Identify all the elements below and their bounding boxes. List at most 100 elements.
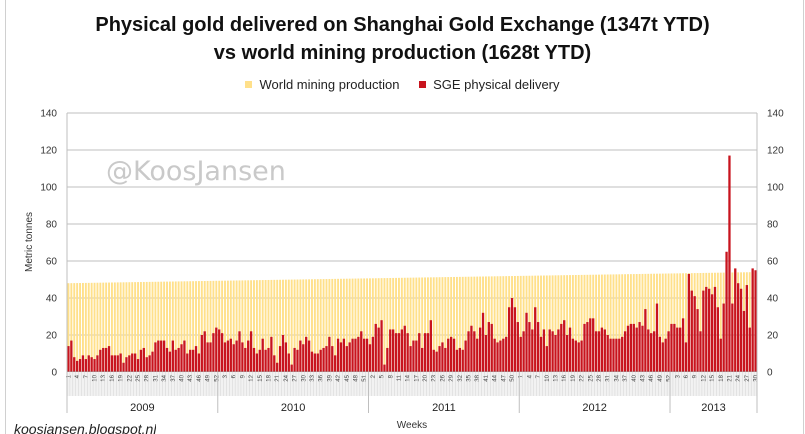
x-year-label: 2012: [582, 402, 606, 414]
bar-world-mining: [383, 278, 386, 372]
bar-world-mining: [473, 276, 476, 372]
bar-world-mining: [612, 274, 615, 372]
bar-sge-delivery: [420, 347, 424, 372]
bar-sge-delivery: [67, 346, 70, 372]
bar-sge-delivery: [310, 351, 314, 372]
bar-sge-delivery: [189, 349, 192, 372]
bar-sge-delivery: [510, 298, 514, 372]
bar-world-mining: [221, 280, 224, 372]
bar-world-mining: [566, 275, 569, 372]
bar-sge-delivery: [351, 338, 354, 372]
bar-sge-delivery: [299, 340, 302, 372]
bar-sge-delivery: [122, 362, 125, 372]
chart-title-line1: Physical gold delivered on Shanghai Gold…: [95, 14, 710, 36]
bar-world-mining: [542, 275, 545, 372]
bar-world-mining: [679, 273, 682, 372]
x-week-label: 40: [632, 374, 638, 381]
bar-sge-delivery: [261, 338, 264, 372]
x-week-label: 38: [475, 374, 481, 381]
bar-sge-delivery: [647, 329, 650, 372]
bar-sge-delivery: [554, 335, 557, 372]
bar-world-mining: [96, 282, 99, 372]
bar-sge-delivery: [302, 344, 305, 372]
bar-sge-delivery: [255, 353, 259, 372]
bar-sge-delivery: [87, 355, 90, 372]
bar-sge-delivery: [441, 342, 444, 372]
y-tick-label-left: 80: [46, 220, 58, 231]
bar-sge-delivery: [276, 362, 279, 372]
bar-world-mining: [235, 280, 238, 372]
bar-world-mining: [409, 277, 412, 372]
bar-world-mining: [337, 278, 340, 372]
bar-world-mining: [142, 281, 145, 372]
bar-world-mining: [273, 279, 276, 372]
bar-world-mining: [392, 277, 395, 372]
bar-sge-delivery: [626, 325, 630, 372]
bar-world-mining: [505, 276, 508, 372]
bar-world-mining: [267, 279, 270, 372]
bar-sge-delivery: [235, 340, 238, 372]
x-week-label: 43: [640, 374, 646, 381]
bar-sge-delivery: [426, 333, 430, 372]
bar-sge-delivery: [305, 336, 308, 372]
bar-sge-delivery: [247, 340, 250, 372]
bar-world-mining: [258, 280, 261, 372]
bar-world-mining: [137, 282, 139, 372]
bar-sge-delivery: [429, 320, 432, 372]
bar-sge-delivery: [154, 342, 157, 372]
bar-sge-delivery: [754, 270, 757, 372]
bar-sge-delivery: [455, 349, 459, 372]
bar-sge-delivery: [203, 331, 206, 372]
bar-sge-delivery: [673, 323, 676, 372]
bar-sge-delivery: [215, 327, 218, 372]
bar-sge-delivery: [331, 346, 334, 372]
bar-sge-delivery: [687, 273, 691, 372]
bar-sge-delivery: [238, 331, 241, 372]
bar-world-mining: [458, 276, 461, 372]
x-week-label: 11: [397, 374, 403, 381]
bar-sge-delivery: [458, 347, 461, 372]
bar-world-mining: [253, 280, 255, 372]
x-week-label: 7: [84, 374, 90, 378]
bar-world-mining: [351, 278, 354, 372]
bar-world-mining: [603, 274, 606, 372]
bar-world-mining: [395, 277, 398, 372]
x-week-label: 2: [371, 374, 377, 378]
bar-world-mining: [134, 282, 137, 372]
x-week-label: 31: [153, 374, 159, 381]
bar-sge-delivery: [174, 349, 177, 372]
bar-world-mining: [264, 280, 267, 372]
bar-world-mining: [464, 276, 467, 372]
bar-sge-delivery: [197, 353, 201, 372]
bar-world-mining: [357, 278, 360, 372]
x-week-label: 41: [484, 374, 490, 381]
bar-sge-delivery: [658, 336, 662, 372]
bar-world-mining: [673, 273, 676, 372]
x-week-label: 32: [458, 374, 464, 381]
x-week-label: 47: [501, 374, 507, 381]
x-week-label: 40: [180, 374, 186, 381]
bar-sge-delivery: [389, 329, 392, 372]
bar-sge-delivery: [655, 303, 659, 372]
x-week-label: 28: [597, 374, 603, 381]
bar-world-mining: [435, 277, 438, 372]
bar-world-mining: [627, 274, 629, 372]
bar-sge-delivery: [702, 290, 705, 372]
x-week-label: 51: [362, 374, 368, 381]
bar-world-mining: [676, 273, 679, 372]
bar-world-mining: [203, 280, 206, 372]
bar-sge-delivery: [133, 353, 137, 372]
bar-sge-delivery: [641, 325, 644, 372]
x-week-label: 49: [658, 374, 664, 381]
bar-sge-delivery: [145, 357, 148, 372]
bar-world-mining: [226, 280, 229, 372]
bar-world-mining: [229, 280, 232, 372]
bar-world-mining: [166, 281, 168, 372]
bar-world-mining: [131, 282, 134, 372]
bar-sge-delivery: [522, 331, 525, 372]
bar-sge-delivery: [580, 340, 583, 372]
bar-world-mining: [331, 278, 334, 372]
bar-world-mining: [218, 280, 221, 372]
bar-sge-delivery: [534, 307, 537, 372]
bar-world-mining: [484, 276, 487, 372]
